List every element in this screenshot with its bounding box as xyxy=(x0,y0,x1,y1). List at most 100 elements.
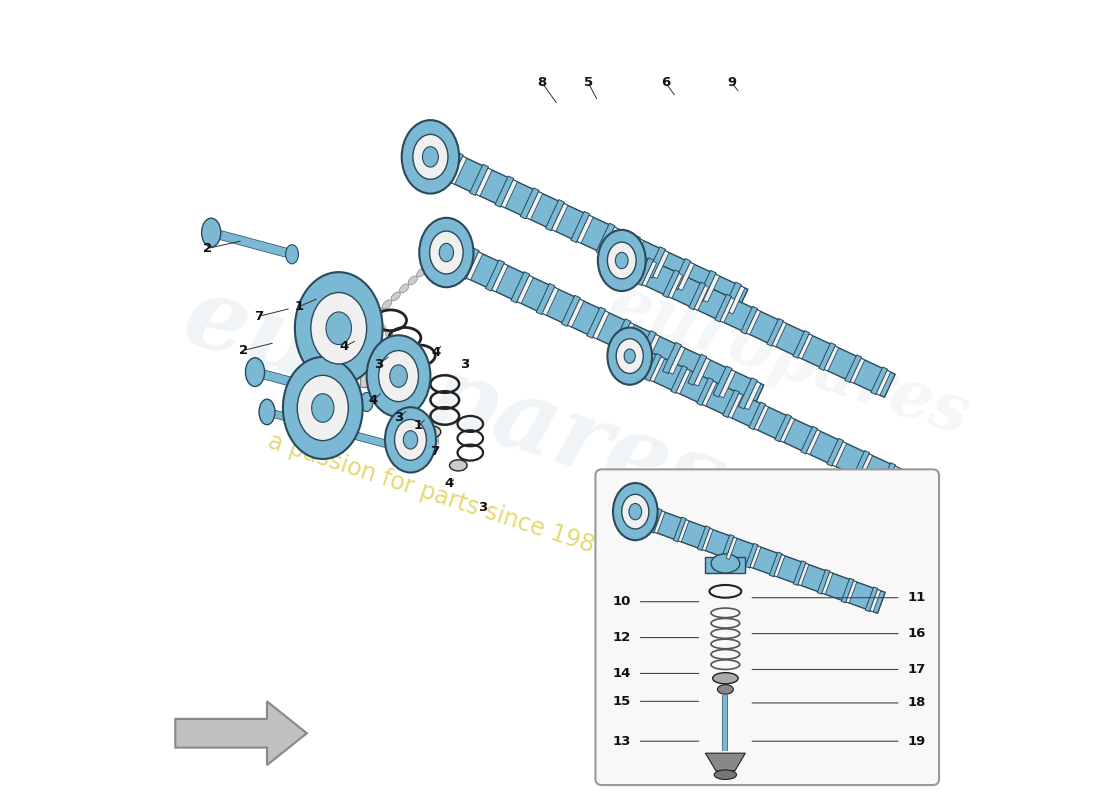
Ellipse shape xyxy=(311,293,366,364)
Ellipse shape xyxy=(321,357,332,364)
Text: 13: 13 xyxy=(613,734,631,748)
Polygon shape xyxy=(602,227,618,255)
Text: europares: europares xyxy=(172,267,737,533)
Polygon shape xyxy=(877,370,891,395)
Ellipse shape xyxy=(320,420,327,431)
Ellipse shape xyxy=(292,394,300,402)
Polygon shape xyxy=(618,322,635,350)
Polygon shape xyxy=(654,511,666,533)
Polygon shape xyxy=(647,246,666,278)
Ellipse shape xyxy=(407,447,412,458)
Polygon shape xyxy=(822,572,833,594)
Ellipse shape xyxy=(399,284,409,293)
Polygon shape xyxy=(723,282,741,314)
Ellipse shape xyxy=(433,252,443,261)
Ellipse shape xyxy=(336,279,342,290)
Ellipse shape xyxy=(333,369,344,375)
Ellipse shape xyxy=(334,362,345,369)
Ellipse shape xyxy=(389,365,407,387)
Polygon shape xyxy=(702,529,713,550)
Polygon shape xyxy=(722,534,734,559)
Ellipse shape xyxy=(405,423,411,434)
Polygon shape xyxy=(678,520,689,542)
Text: 17: 17 xyxy=(908,663,926,676)
Ellipse shape xyxy=(412,134,448,179)
Ellipse shape xyxy=(419,218,473,287)
Polygon shape xyxy=(846,581,857,603)
Ellipse shape xyxy=(309,434,318,442)
FancyBboxPatch shape xyxy=(595,470,939,785)
Polygon shape xyxy=(672,258,691,290)
Text: 4: 4 xyxy=(368,394,377,406)
Ellipse shape xyxy=(714,770,737,779)
Polygon shape xyxy=(510,272,530,303)
Ellipse shape xyxy=(297,375,349,441)
Ellipse shape xyxy=(387,438,400,454)
Ellipse shape xyxy=(374,308,383,317)
Ellipse shape xyxy=(336,290,342,301)
Text: 9: 9 xyxy=(727,76,736,90)
Ellipse shape xyxy=(402,120,459,194)
Ellipse shape xyxy=(713,673,738,684)
Polygon shape xyxy=(632,349,903,493)
Ellipse shape xyxy=(322,377,329,388)
Text: 4: 4 xyxy=(444,478,453,490)
Polygon shape xyxy=(728,394,743,418)
Polygon shape xyxy=(746,310,761,334)
Polygon shape xyxy=(767,318,783,346)
Ellipse shape xyxy=(334,280,343,289)
Polygon shape xyxy=(799,334,813,359)
Ellipse shape xyxy=(394,340,403,349)
Polygon shape xyxy=(520,188,539,219)
Polygon shape xyxy=(713,366,733,398)
Ellipse shape xyxy=(418,422,427,432)
Text: 2: 2 xyxy=(202,242,212,255)
Polygon shape xyxy=(637,330,657,362)
Polygon shape xyxy=(593,311,609,339)
Ellipse shape xyxy=(320,431,327,442)
Polygon shape xyxy=(738,378,758,409)
Polygon shape xyxy=(578,215,593,243)
Ellipse shape xyxy=(430,231,463,274)
Polygon shape xyxy=(715,294,732,322)
Text: 5: 5 xyxy=(584,76,593,90)
Polygon shape xyxy=(694,286,708,310)
Text: 2: 2 xyxy=(239,344,248,357)
Ellipse shape xyxy=(377,322,386,332)
Polygon shape xyxy=(833,442,847,466)
Ellipse shape xyxy=(624,349,636,363)
Polygon shape xyxy=(720,298,735,322)
Ellipse shape xyxy=(711,554,739,573)
Polygon shape xyxy=(662,342,682,374)
Polygon shape xyxy=(625,253,895,398)
Polygon shape xyxy=(694,358,711,386)
Polygon shape xyxy=(866,587,878,611)
Polygon shape xyxy=(774,554,785,577)
Ellipse shape xyxy=(326,312,352,345)
Polygon shape xyxy=(460,248,480,279)
Polygon shape xyxy=(668,274,683,298)
Ellipse shape xyxy=(201,218,221,247)
Polygon shape xyxy=(842,578,854,603)
Ellipse shape xyxy=(385,407,436,473)
Polygon shape xyxy=(845,355,861,382)
Bar xyxy=(705,557,746,573)
Ellipse shape xyxy=(629,503,641,520)
Ellipse shape xyxy=(366,335,430,417)
Ellipse shape xyxy=(286,245,298,264)
Polygon shape xyxy=(806,430,821,454)
Ellipse shape xyxy=(336,312,342,323)
Text: 3: 3 xyxy=(460,358,470,370)
Ellipse shape xyxy=(321,410,328,421)
Text: 4: 4 xyxy=(431,346,441,358)
Ellipse shape xyxy=(404,430,418,449)
Ellipse shape xyxy=(392,292,400,301)
Polygon shape xyxy=(793,561,806,586)
Polygon shape xyxy=(697,270,716,302)
Polygon shape xyxy=(470,164,488,195)
Ellipse shape xyxy=(283,403,292,413)
Polygon shape xyxy=(774,414,792,442)
Text: 10: 10 xyxy=(613,595,631,608)
Polygon shape xyxy=(571,211,590,242)
Polygon shape xyxy=(858,454,872,478)
